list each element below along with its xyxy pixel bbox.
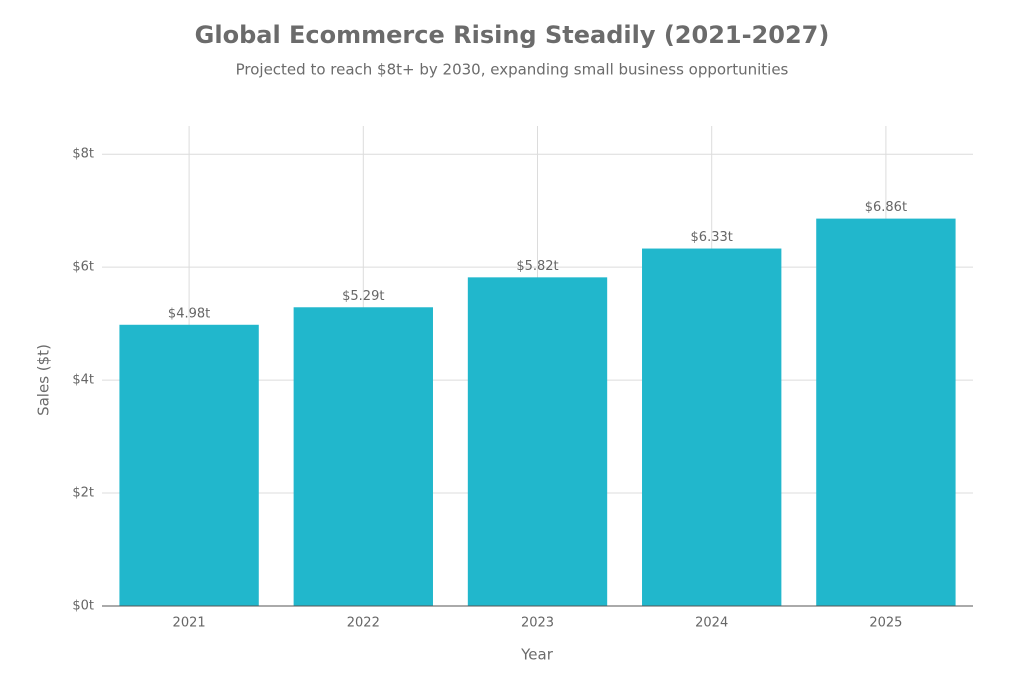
x-tick-label: 2024 xyxy=(695,616,728,631)
x-tick-label: 2025 xyxy=(869,616,902,631)
bar xyxy=(816,218,956,607)
x-tick-label: 2022 xyxy=(347,616,380,631)
value-label: $4.98t xyxy=(168,306,210,321)
chart-title: Global Ecommerce Rising Steadily (2021-2… xyxy=(195,21,830,49)
value-label: $6.86t xyxy=(865,200,907,215)
y-tick-label: $6t xyxy=(72,260,94,275)
y-tick-label: $4t xyxy=(72,373,94,388)
y-tick-label: $0t xyxy=(72,599,94,614)
x-tick-label: 2023 xyxy=(521,616,554,631)
y-tick-label: $8t xyxy=(72,147,94,162)
bar xyxy=(642,248,782,606)
bar xyxy=(119,324,259,606)
y-axis-title: Sales ($t) xyxy=(35,344,53,416)
value-label: $6.33t xyxy=(691,230,733,245)
x-tick-label: 2021 xyxy=(173,616,206,631)
x-axis-title: Year xyxy=(520,646,554,664)
bar xyxy=(293,307,433,606)
y-tick-label: $2t xyxy=(72,486,94,501)
bar xyxy=(467,277,608,606)
chart-subtitle: Projected to reach $8t+ by 2030, expandi… xyxy=(236,61,789,79)
value-label: $5.82t xyxy=(516,259,558,274)
value-label: $5.29t xyxy=(342,289,384,304)
